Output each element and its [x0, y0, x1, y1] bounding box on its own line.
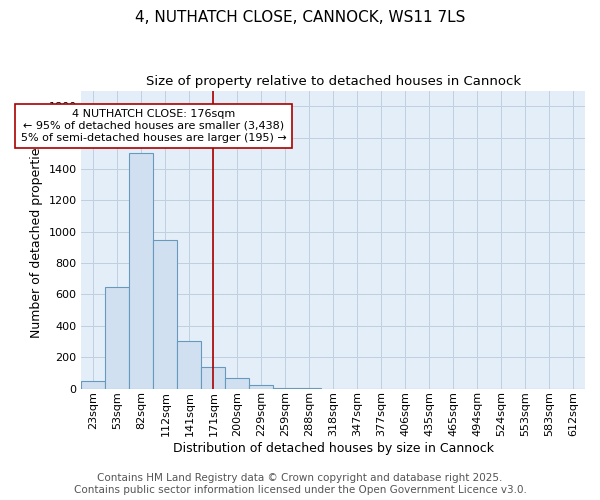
- Text: 4, NUTHATCH CLOSE, CANNOCK, WS11 7LS: 4, NUTHATCH CLOSE, CANNOCK, WS11 7LS: [135, 10, 465, 25]
- Bar: [82, 380, 106, 388]
- Bar: [106, 286, 130, 388]
- Bar: [130, 154, 154, 388]
- Bar: [178, 342, 202, 388]
- Bar: [202, 368, 226, 388]
- Text: 4 NUTHATCH CLOSE: 176sqm
← 95% of detached houses are smaller (3,438)
5% of semi: 4 NUTHATCH CLOSE: 176sqm ← 95% of detach…: [20, 110, 286, 142]
- Bar: [154, 240, 178, 388]
- Y-axis label: Number of detached properties: Number of detached properties: [30, 141, 43, 338]
- X-axis label: Distribution of detached houses by size in Cannock: Distribution of detached houses by size …: [173, 442, 494, 455]
- Text: Contains HM Land Registry data © Crown copyright and database right 2025.
Contai: Contains HM Land Registry data © Crown c…: [74, 474, 526, 495]
- Bar: [249, 386, 273, 388]
- Title: Size of property relative to detached houses in Cannock: Size of property relative to detached ho…: [146, 75, 521, 88]
- Bar: [226, 378, 249, 388]
